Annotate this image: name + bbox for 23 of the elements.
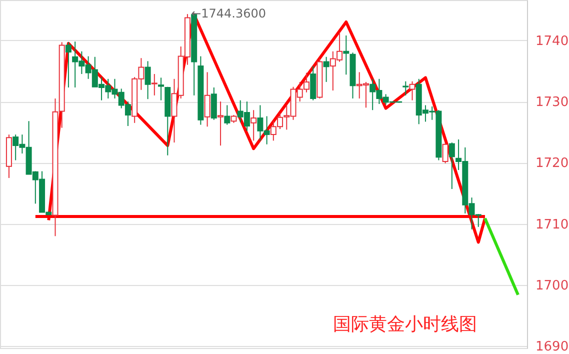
y-tick-label: 1700 [536, 278, 569, 294]
candlestick [323, 56, 330, 82]
candlestick [442, 142, 448, 164]
candlestick [218, 101, 224, 146]
candlestick [204, 72, 210, 128]
candlestick [210, 86, 217, 120]
y-tick-label: 1730 [536, 95, 569, 110]
y-tick-label: 1690 [536, 340, 569, 354]
y-tick-label: 1720 [536, 156, 569, 172]
candlestick [448, 142, 455, 190]
candlestick [343, 34, 350, 76]
candlestick [224, 104, 230, 126]
candlestick [409, 80, 416, 101]
candlestick [158, 77, 164, 101]
candlestick [151, 74, 158, 96]
y-tick-label: 1710 [536, 217, 569, 232]
candlestick [402, 80, 409, 96]
candlestick [65, 42, 72, 88]
candlestick [250, 110, 257, 142]
y-tick-label: 1740 [536, 34, 569, 49]
candlestick [144, 60, 151, 100]
annotation: 国际黄金小时线图 [333, 314, 477, 335]
annotation: ←1744.3600 [191, 6, 266, 21]
